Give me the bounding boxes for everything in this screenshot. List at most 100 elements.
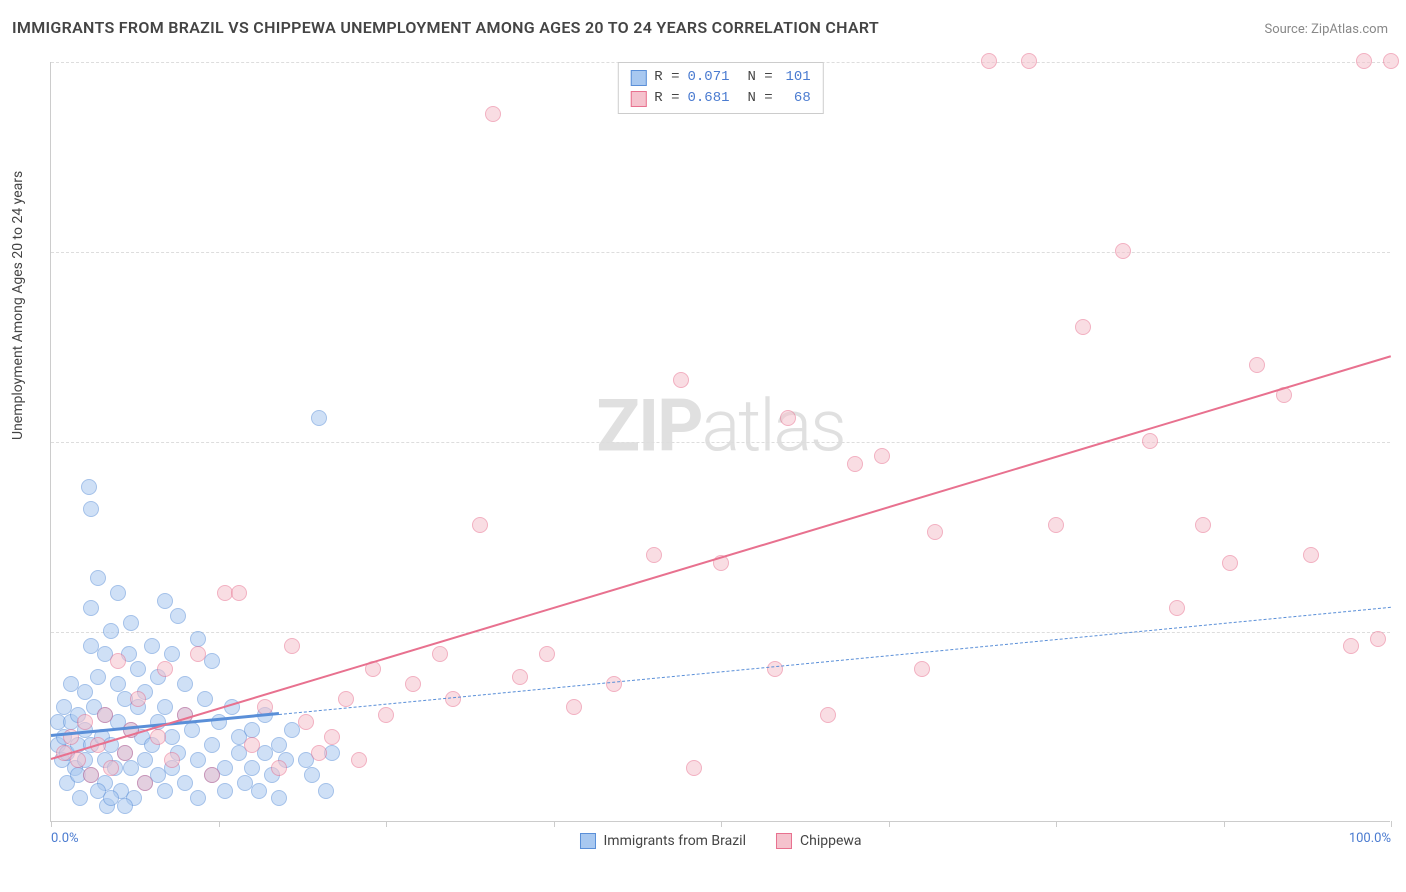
scatter-point bbox=[927, 524, 943, 540]
scatter-point bbox=[405, 676, 421, 692]
scatter-point bbox=[231, 585, 247, 601]
scatter-point bbox=[324, 729, 340, 745]
gridline bbox=[51, 442, 1390, 443]
scatter-point bbox=[244, 737, 260, 753]
scatter-point bbox=[780, 410, 796, 426]
scatter-point bbox=[204, 767, 220, 783]
scatter-point bbox=[157, 593, 173, 609]
scatter-point bbox=[130, 691, 146, 707]
scatter-point bbox=[177, 676, 193, 692]
scatter-point bbox=[72, 790, 88, 806]
xtick-mark bbox=[721, 821, 722, 827]
scatter-point bbox=[164, 646, 180, 662]
scatter-point bbox=[170, 608, 186, 624]
legend-swatch bbox=[776, 833, 792, 849]
scatter-point bbox=[432, 646, 448, 662]
scatter-point bbox=[190, 790, 206, 806]
scatter-point bbox=[847, 456, 863, 472]
xtick-mark bbox=[51, 821, 52, 827]
scatter-point bbox=[298, 714, 314, 730]
plot-area: ZIPatlas 25.0%50.0%75.0%100.0% R = 0.071… bbox=[50, 62, 1390, 822]
scatter-point bbox=[157, 783, 173, 799]
legend-series-item: Chippewa bbox=[776, 833, 862, 849]
scatter-point bbox=[1383, 53, 1399, 69]
scatter-point bbox=[150, 729, 166, 745]
legend-swatch bbox=[630, 91, 646, 107]
scatter-point bbox=[110, 585, 126, 601]
scatter-point bbox=[539, 646, 555, 662]
xtick-mark bbox=[1224, 821, 1225, 827]
scatter-point bbox=[90, 570, 106, 586]
scatter-point bbox=[1370, 631, 1386, 647]
scatter-point bbox=[90, 669, 106, 685]
legend-swatch bbox=[579, 833, 595, 849]
scatter-point bbox=[97, 707, 113, 723]
scatter-point bbox=[157, 661, 173, 677]
scatter-point bbox=[103, 623, 119, 639]
scatter-point bbox=[123, 615, 139, 631]
scatter-point bbox=[103, 760, 119, 776]
scatter-point bbox=[686, 760, 702, 776]
scatter-point bbox=[1343, 638, 1359, 654]
scatter-point bbox=[77, 684, 93, 700]
legend-r-label: R = bbox=[654, 88, 679, 109]
legend-series-item: Immigrants from Brazil bbox=[579, 833, 746, 849]
scatter-point bbox=[190, 646, 206, 662]
gridline bbox=[51, 632, 1390, 633]
scatter-point bbox=[378, 707, 394, 723]
xtick-mark bbox=[219, 821, 220, 827]
scatter-point bbox=[1021, 53, 1037, 69]
scatter-point bbox=[1115, 243, 1131, 259]
scatter-point bbox=[1169, 600, 1185, 616]
scatter-point bbox=[251, 783, 267, 799]
scatter-point bbox=[1303, 547, 1319, 563]
scatter-point bbox=[117, 798, 133, 814]
scatter-point bbox=[164, 752, 180, 768]
scatter-point bbox=[1222, 555, 1238, 571]
scatter-point bbox=[81, 479, 97, 495]
scatter-point bbox=[767, 661, 783, 677]
scatter-point bbox=[271, 790, 287, 806]
legend-n-value: 101 bbox=[781, 67, 811, 88]
scatter-point bbox=[271, 760, 287, 776]
legend-n-label: N = bbox=[748, 88, 773, 109]
scatter-point bbox=[177, 775, 193, 791]
scatter-point bbox=[914, 661, 930, 677]
chart-title: IMMIGRANTS FROM BRAZIL VS CHIPPEWA UNEMP… bbox=[12, 18, 879, 37]
xtick-mark bbox=[1391, 821, 1392, 827]
scatter-point bbox=[204, 737, 220, 753]
scatter-point bbox=[318, 783, 334, 799]
watermark-light: atlas bbox=[702, 384, 845, 469]
legend-correlation-row: R = 0.681N = 68 bbox=[630, 88, 810, 109]
scatter-point bbox=[445, 691, 461, 707]
watermark: ZIPatlas bbox=[596, 384, 844, 469]
ytick-label: 25.0% bbox=[1395, 625, 1406, 640]
scatter-point bbox=[271, 737, 287, 753]
scatter-point bbox=[981, 53, 997, 69]
scatter-point bbox=[244, 722, 260, 738]
scatter-point bbox=[83, 501, 99, 517]
legend-series-label: Immigrants from Brazil bbox=[603, 833, 746, 849]
scatter-point bbox=[204, 653, 220, 669]
scatter-point bbox=[338, 691, 354, 707]
xtick-mark bbox=[889, 821, 890, 827]
scatter-point bbox=[673, 372, 689, 388]
scatter-point bbox=[137, 775, 153, 791]
scatter-point bbox=[485, 106, 501, 122]
legend-series: Immigrants from Brazil Chippewa bbox=[579, 833, 861, 849]
scatter-point bbox=[646, 547, 662, 563]
xtick-mark bbox=[1056, 821, 1057, 827]
scatter-point bbox=[874, 448, 890, 464]
scatter-point bbox=[1249, 357, 1265, 373]
scatter-point bbox=[190, 631, 206, 647]
scatter-point bbox=[184, 722, 200, 738]
legend-n-value: 68 bbox=[781, 88, 811, 109]
source-label: Source: ZipAtlas.com bbox=[1264, 22, 1388, 37]
scatter-point bbox=[566, 699, 582, 715]
y-axis-label: Unemployment Among Ages 20 to 24 years bbox=[10, 171, 26, 440]
scatter-point bbox=[311, 745, 327, 761]
scatter-point bbox=[110, 653, 126, 669]
scatter-point bbox=[77, 714, 93, 730]
scatter-point bbox=[70, 752, 86, 768]
ytick-label: 50.0% bbox=[1395, 435, 1406, 450]
